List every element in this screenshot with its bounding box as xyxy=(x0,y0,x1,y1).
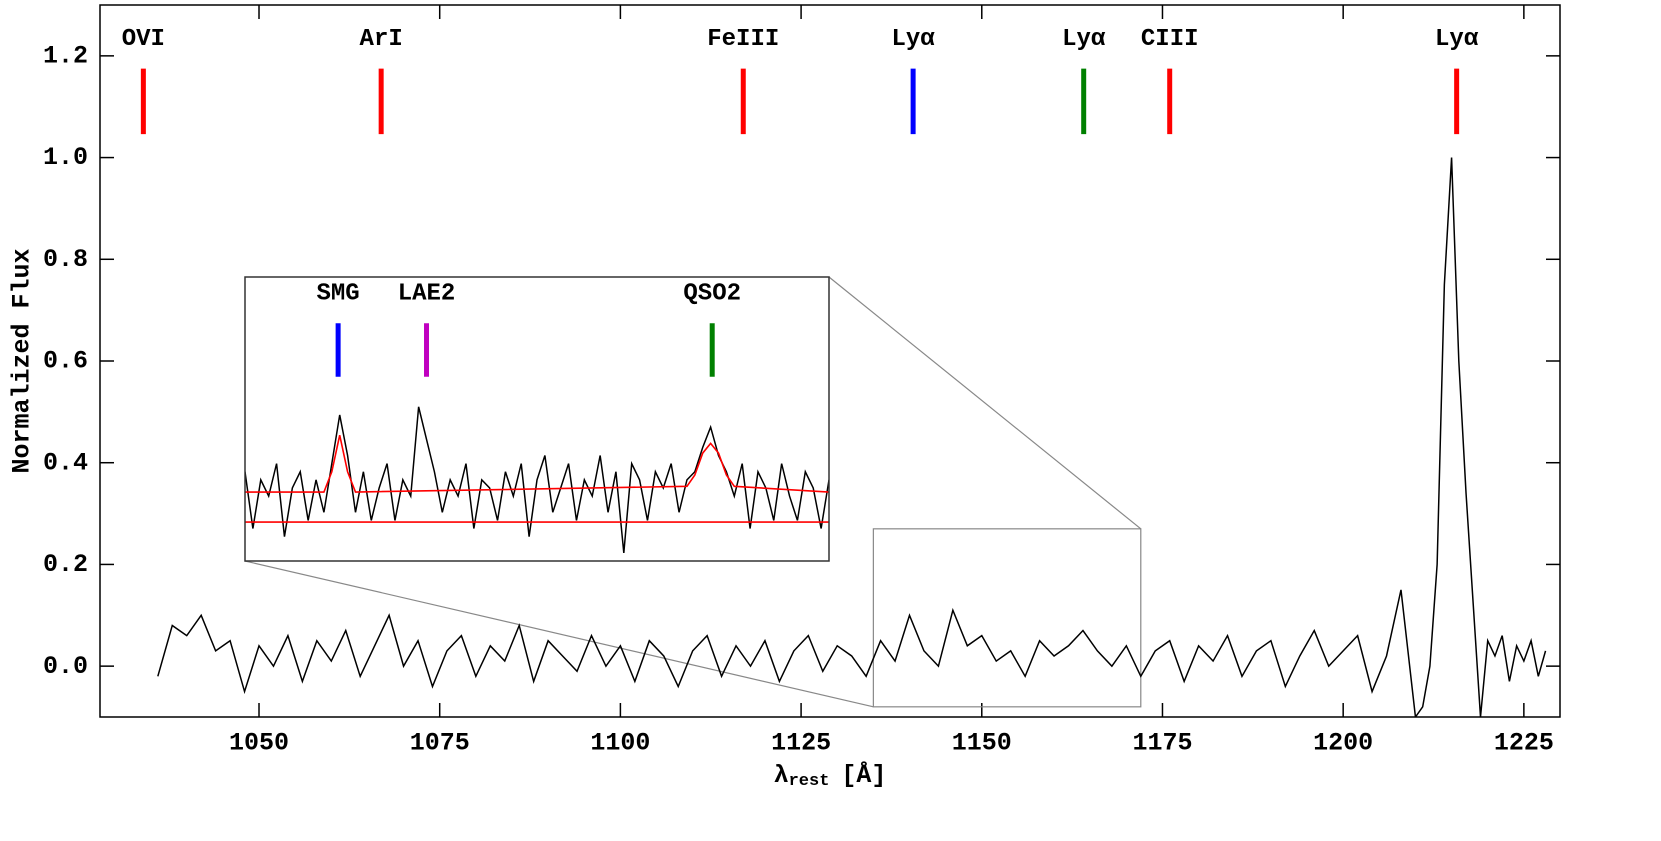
y-tick-label: 0.8 xyxy=(43,245,88,274)
x-tick-label: 1075 xyxy=(410,729,470,758)
y-tick-label: 0.0 xyxy=(43,652,88,681)
line-label: CIII xyxy=(1141,26,1199,53)
x-tick-label: 1050 xyxy=(229,729,289,758)
x-tick-label: 1175 xyxy=(1132,729,1192,758)
x-tick-label: 1225 xyxy=(1494,729,1554,758)
x-axis-label: λrest [Å] xyxy=(774,761,887,792)
x-label-main: λ xyxy=(774,761,789,790)
y-tick-label: 0.2 xyxy=(43,550,88,579)
x-tick-label: 1125 xyxy=(771,729,831,758)
line-label: Lyα xyxy=(1435,26,1479,53)
line-label: QSO2 xyxy=(683,281,741,308)
x-tick-label: 1100 xyxy=(590,729,650,758)
line-label: SMG xyxy=(317,281,360,308)
line-label: Lyα xyxy=(1062,26,1106,53)
line-label: Lyα xyxy=(892,26,936,53)
spectrum-line xyxy=(245,406,829,553)
y-tick-label: 1.2 xyxy=(43,41,88,70)
plot-frame xyxy=(244,276,830,562)
x-tick-label: 1200 xyxy=(1313,729,1373,758)
line-label: OVI xyxy=(122,26,165,53)
spectrum-line xyxy=(245,435,829,493)
zoom-connector xyxy=(244,560,874,708)
y-axis-label: Normalized Flux xyxy=(8,248,37,473)
plot-frame xyxy=(99,4,1561,718)
x-label-unit: [Å] xyxy=(841,761,886,790)
x-tick-label: 1150 xyxy=(952,729,1012,758)
line-label: ArI xyxy=(360,26,403,53)
zoom-box xyxy=(872,528,1142,708)
line-label: FeIII xyxy=(707,26,779,53)
plot-frame-bg xyxy=(245,277,829,561)
y-tick-label: 1.0 xyxy=(43,143,88,172)
y-tick-label: 0.6 xyxy=(43,347,88,376)
zoom-connector xyxy=(828,276,1142,530)
y-tick-label: 0.4 xyxy=(43,448,88,477)
line-label: LAE2 xyxy=(398,281,456,308)
x-label-sub: rest xyxy=(789,772,830,791)
spectrum-line xyxy=(157,157,1547,717)
